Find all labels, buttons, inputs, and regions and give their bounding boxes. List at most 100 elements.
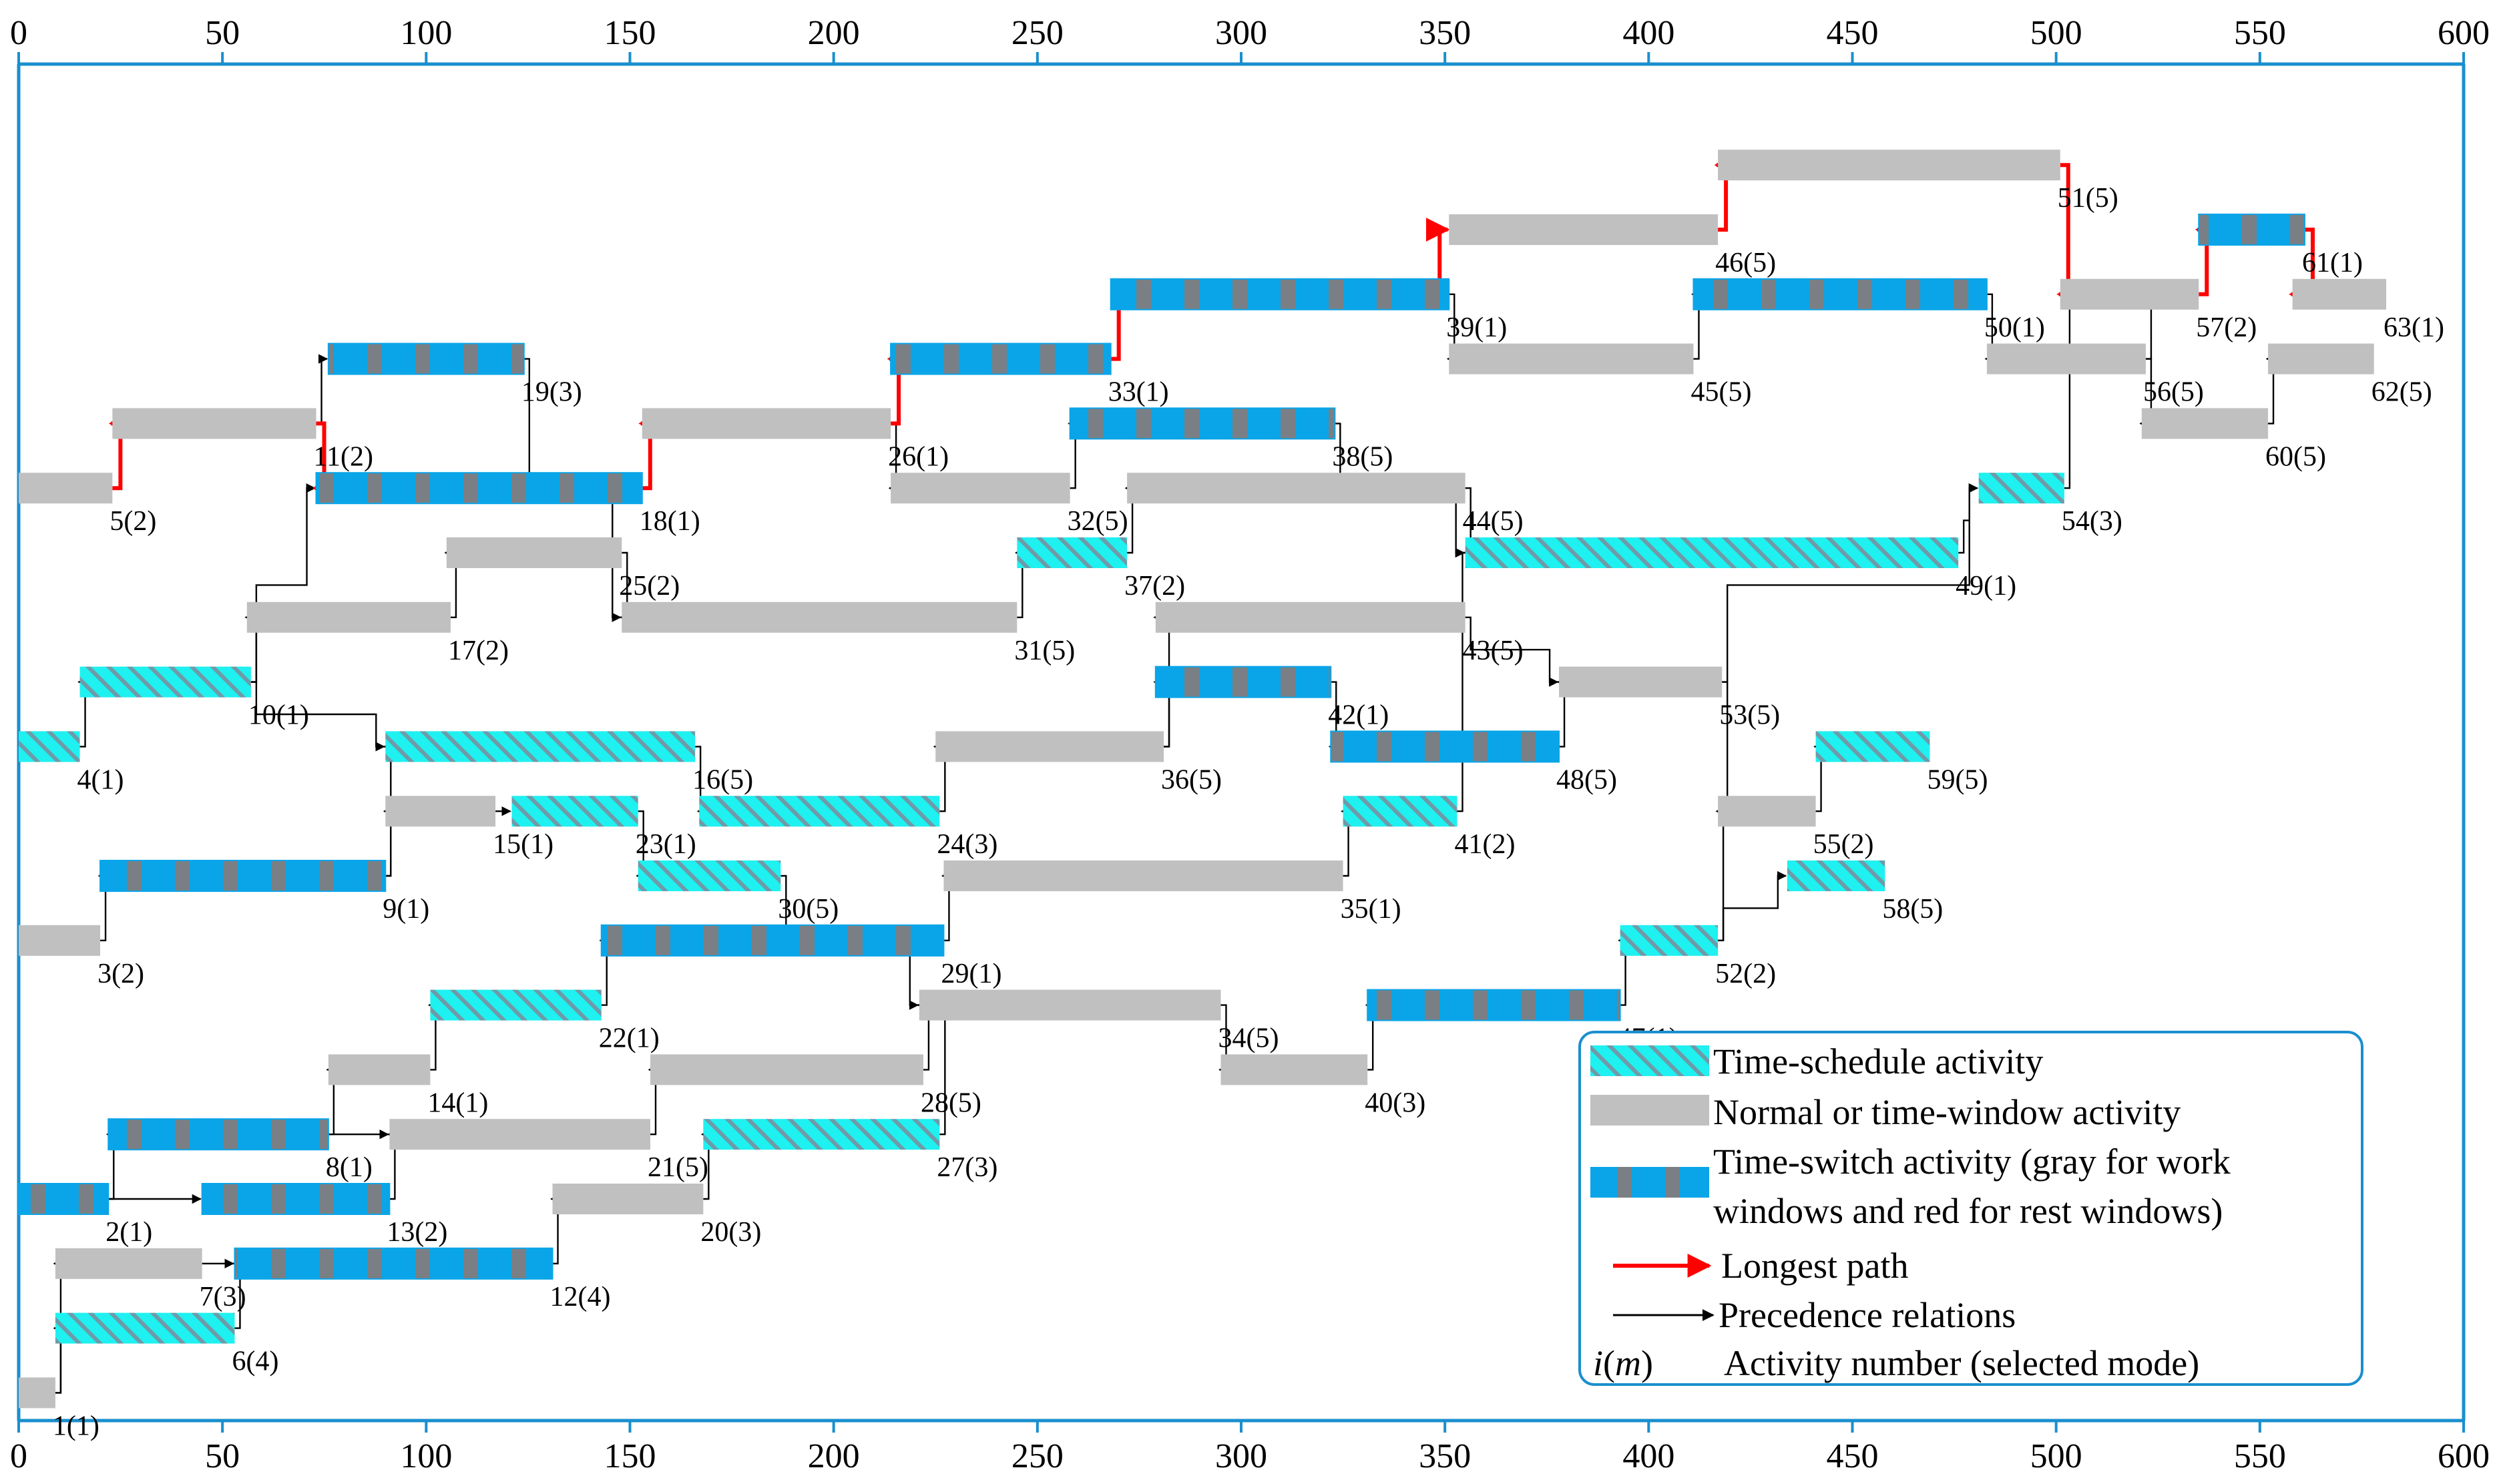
activity-bar <box>935 731 1164 762</box>
activity-label: 36(5) <box>1161 764 1222 795</box>
activity-bar <box>1978 473 2064 504</box>
legend-switch-text-1: Time-switch activity (gray for work <box>1713 1142 2231 1182</box>
activity-bar <box>1154 666 1332 698</box>
activity-label: 59(5) <box>1927 764 1988 795</box>
activity-bar <box>55 1248 202 1279</box>
activity-bar <box>699 796 940 827</box>
bottom-tick-label: 500 <box>2030 1437 2082 1475</box>
activity-bar <box>201 1183 391 1215</box>
activity-label: 20(3) <box>700 1217 761 1248</box>
activity-label: 13(2) <box>387 1217 447 1248</box>
activity-bar <box>1787 860 1885 891</box>
activity-bar <box>1986 343 2146 375</box>
precedence-link <box>1715 806 1726 941</box>
activity-label: 55(2) <box>1813 829 1874 860</box>
activity-bar <box>2198 214 2305 246</box>
activity-bar <box>1718 150 2060 181</box>
activity-label: 8(1) <box>326 1152 373 1183</box>
activity-label: 23(1) <box>636 829 696 860</box>
activity-label: 25(2) <box>619 571 680 601</box>
activity-bar <box>638 860 781 891</box>
top-tick-label: 450 <box>1827 14 1879 52</box>
activity-label: 37(2) <box>1124 571 1185 601</box>
bottom-tick-label: 50 <box>205 1437 240 1475</box>
top-tick-label: 50 <box>205 14 240 52</box>
precedence-link <box>1465 616 1559 687</box>
activity-bar <box>1155 601 1465 633</box>
activity-bar <box>1069 407 1336 440</box>
activity-label: 11(2) <box>314 441 373 472</box>
activity-bar <box>107 1118 329 1151</box>
top-tick-label: 100 <box>400 14 452 52</box>
activity-bar <box>246 601 451 633</box>
activity-label: 56(5) <box>2143 377 2204 408</box>
activity-bar <box>315 472 643 505</box>
legend-precedence-text: Precedence relations <box>1719 1295 2016 1335</box>
activity-label: 12(4) <box>550 1282 611 1312</box>
activity-bar <box>1815 731 1930 762</box>
activity-label: 58(5) <box>1882 894 1943 925</box>
activity-label: 1(1) <box>53 1411 99 1441</box>
activity-bar <box>1559 666 1723 698</box>
activity-bar <box>99 860 387 892</box>
activity-bar <box>19 731 80 762</box>
activity-bar <box>943 860 1343 891</box>
activity-label: 5(2) <box>109 506 156 537</box>
activity-bar <box>234 1247 553 1280</box>
activity-label: 60(5) <box>2265 441 2326 472</box>
activity-label: 40(3) <box>1365 1087 1425 1118</box>
activity-bar <box>642 408 891 439</box>
activity-label: 2(1) <box>105 1217 152 1248</box>
bottom-tick-label: 350 <box>1419 1437 1471 1475</box>
activity-bar <box>1343 796 1457 827</box>
bottom-tick-label: 400 <box>1622 1437 1674 1475</box>
activity-label: 29(1) <box>941 959 1001 989</box>
legend-normal-text: Normal or time-window activity <box>1713 1092 2181 1132</box>
activity-label: 30(5) <box>778 894 839 925</box>
bottom-tick-label: 600 <box>2438 1437 2490 1475</box>
activity-label: 46(5) <box>1715 248 1776 278</box>
activity-label: 24(3) <box>937 829 997 860</box>
activity-label: 38(5) <box>1332 441 1393 472</box>
activity-bar <box>385 796 496 827</box>
activity-label: 16(5) <box>692 764 753 795</box>
activity-bar <box>446 537 622 568</box>
activity-bar <box>511 796 638 827</box>
top-tick-label: 300 <box>1215 14 1267 52</box>
activity-bar <box>703 1119 940 1150</box>
activity-bar <box>79 666 251 698</box>
activity-label: 7(3) <box>200 1282 246 1312</box>
activity-bar <box>385 731 696 762</box>
activity-label: 35(1) <box>1341 894 1401 925</box>
activity-label: 41(2) <box>1454 829 1515 860</box>
activity-label: 22(1) <box>599 1023 660 1054</box>
activity-label: 53(5) <box>1719 700 1780 731</box>
activity-label: 32(5) <box>1068 506 1128 537</box>
activity-bar <box>1110 278 1450 310</box>
activity-bar <box>19 1377 55 1409</box>
activity-label: 49(1) <box>1956 571 2016 601</box>
activity-label: 18(1) <box>640 506 700 537</box>
activity-bar <box>600 924 945 957</box>
activity-label: 48(5) <box>1556 764 1617 795</box>
activity-label: 57(2) <box>2196 312 2257 343</box>
top-tick-label: 550 <box>2234 14 2286 52</box>
activity-bar <box>891 473 1070 504</box>
activity-bar <box>19 473 113 504</box>
activity-label: 50(1) <box>1984 312 2045 343</box>
legend-switch-swatch <box>1590 1167 1709 1198</box>
bottom-tick-label: 200 <box>808 1437 860 1475</box>
legend-schedule-swatch <box>1590 1045 1709 1076</box>
activity-bar <box>2141 408 2269 439</box>
activity-label: 31(5) <box>1014 636 1075 666</box>
activity-bars <box>18 150 2387 1409</box>
activity-bar <box>1220 1054 1368 1085</box>
precedence-link <box>1718 871 1787 941</box>
activity-label: 42(1) <box>1328 700 1389 731</box>
bottom-tick-label: 300 <box>1215 1437 1267 1475</box>
precedence-link <box>316 354 328 425</box>
activity-bar <box>1465 537 1959 568</box>
activity-bar <box>1449 343 1694 375</box>
activity-bar <box>327 342 525 375</box>
precedence-link <box>2058 289 2071 489</box>
